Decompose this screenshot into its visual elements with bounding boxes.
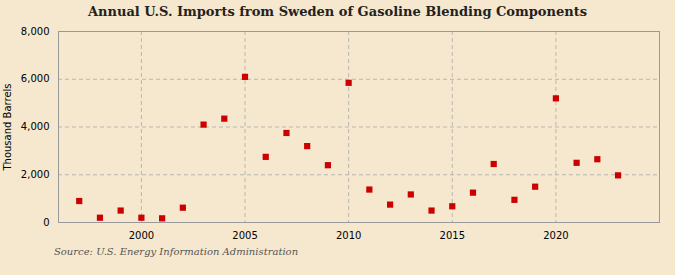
svg-text:2020: 2020 [543,230,568,241]
svg-text:Thousand Barrels: Thousand Barrels [2,83,13,171]
svg-text:4,000: 4,000 [21,121,50,132]
html-text:Source: U.S. Energy Informatio: Source: U.S. Energy Information Administ… [54,246,299,257]
svg-text:0: 0 [43,217,49,228]
svg-text:2010: 2010 [336,230,361,241]
svg-text:2015: 2015 [440,230,465,241]
svg-text:2,000: 2,000 [21,169,50,180]
svg-text:2005: 2005 [232,230,257,241]
svg-text:2000: 2000 [129,230,154,241]
html-text:Annual U.S. Imports from Swede: Annual U.S. Imports from Sweden of Gasol… [88,4,587,19]
svg-text:6,000: 6,000 [21,73,50,84]
svg-text:8,000: 8,000 [21,26,50,37]
